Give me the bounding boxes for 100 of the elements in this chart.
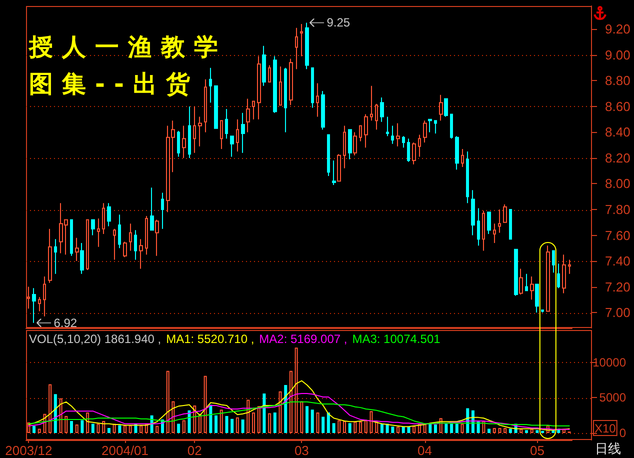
bar — [338, 420, 341, 433]
candlestick — [471, 190, 475, 236]
bar — [434, 424, 437, 433]
y-tick-label: 8.20 — [605, 150, 630, 166]
bar — [230, 418, 234, 433]
candlestick — [48, 228, 52, 284]
bar — [444, 424, 448, 433]
candlestick — [43, 276, 46, 317]
bar — [278, 391, 282, 433]
candlestick — [316, 82, 319, 118]
bar — [209, 404, 212, 433]
candlestick — [514, 248, 518, 296]
annotation: 9.25 — [326, 16, 350, 30]
candlestick — [279, 66, 282, 106]
bar — [48, 384, 52, 433]
candlestick — [391, 125, 394, 144]
bar — [96, 424, 100, 433]
bar — [375, 422, 378, 433]
candlestick — [519, 268, 523, 296]
candlestick — [546, 245, 550, 312]
candlestick — [123, 241, 127, 258]
candlestick — [177, 130, 180, 158]
y-tick-label: 7.80 — [605, 202, 630, 218]
y-tick-label: 7.00 — [605, 305, 630, 320]
candlestick — [38, 296, 41, 312]
candlestick — [225, 108, 228, 140]
y-tick-label: 8.40 — [605, 124, 630, 140]
candlestick — [337, 154, 341, 182]
y-tick-label: 5000 — [599, 390, 626, 405]
x-tick-label: 04 — [418, 443, 432, 458]
candlestick — [557, 263, 560, 289]
bar — [220, 410, 223, 433]
bar — [262, 393, 266, 433]
candlestick — [321, 90, 325, 130]
bar — [128, 425, 132, 433]
candlestick — [220, 120, 223, 150]
bar — [520, 428, 523, 433]
x-tick-label: 02 — [187, 443, 202, 458]
y-tick-label: 8.60 — [605, 98, 630, 114]
bar — [156, 426, 159, 433]
bar — [412, 426, 416, 433]
candlestick — [348, 129, 352, 160]
candlestick — [450, 114, 453, 140]
bar — [316, 412, 320, 433]
candlestick — [139, 238, 143, 270]
bar — [354, 422, 357, 433]
candlestick — [375, 103, 378, 130]
bar — [343, 420, 346, 433]
bar — [252, 412, 255, 433]
candlestick — [477, 208, 480, 246]
candlestick — [198, 116, 202, 147]
bar — [225, 416, 228, 433]
text: MA2: 5169.007 , — [259, 332, 348, 346]
bar — [80, 420, 84, 433]
candlestick — [568, 259, 571, 274]
candlestick — [332, 160, 336, 186]
candlestick — [461, 148, 464, 168]
bar — [273, 412, 276, 433]
bar — [391, 426, 394, 433]
candlestick — [482, 210, 485, 252]
y-tick-label: 9.00 — [605, 47, 630, 62]
text: MA3: 10074.501 — [352, 332, 440, 346]
candlestick — [327, 134, 330, 177]
bar — [450, 424, 454, 433]
bar — [204, 376, 207, 433]
bar — [508, 428, 512, 433]
candlestick — [412, 142, 416, 165]
candlestick — [145, 215, 148, 256]
candlestick — [396, 122, 400, 147]
y-tick-label: 7.60 — [605, 228, 630, 243]
bar — [177, 424, 180, 433]
candlestick — [498, 209, 501, 234]
candlestick — [311, 67, 314, 108]
bar — [492, 428, 496, 433]
candlestick — [434, 120, 437, 134]
candlestick — [107, 202, 111, 227]
candlestick — [102, 202, 105, 234]
bar — [118, 425, 122, 433]
bar — [455, 424, 458, 433]
candlestick — [364, 114, 368, 148]
candlestick — [562, 254, 566, 294]
text: 图集--出货 — [29, 70, 199, 98]
bar — [498, 428, 502, 433]
candlestick — [423, 120, 427, 144]
y-tick-label: 7.20 — [605, 279, 630, 294]
candlestick — [284, 67, 287, 133]
candlestick — [541, 309, 544, 314]
candlestick — [86, 219, 89, 271]
bar — [428, 424, 432, 433]
candlestick — [418, 134, 421, 158]
candlestick — [161, 192, 164, 230]
bar — [107, 428, 110, 433]
candlestick — [509, 209, 512, 240]
bar — [284, 385, 288, 433]
bar — [482, 420, 486, 433]
bar — [246, 400, 250, 433]
text: 授人一渔教学 — [29, 33, 227, 61]
candlestick — [353, 132, 357, 156]
y-axis-title: X10 — [594, 422, 616, 436]
candlestick — [230, 136, 234, 158]
